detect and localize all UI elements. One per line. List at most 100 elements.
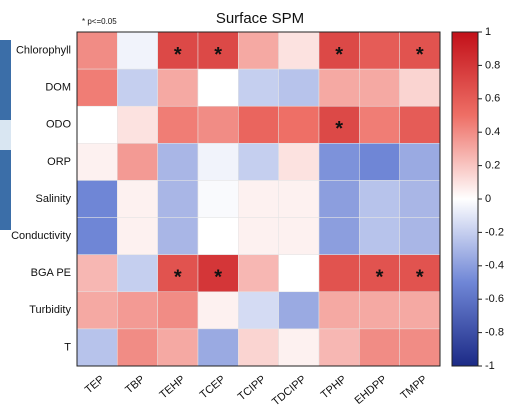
heatmap-cell <box>76 291 118 330</box>
heatmap-cell <box>359 254 400 293</box>
heatmap-cell <box>157 217 199 255</box>
heatmap-cell <box>76 143 118 181</box>
colorbar-tick-label: 1 <box>485 26 491 38</box>
heatmap-cell <box>399 217 441 255</box>
heatmap-cell <box>359 31 400 70</box>
heatmap-cell <box>278 254 320 293</box>
colorbar-tick-label: 0.4 <box>485 126 500 138</box>
heatmap-cell <box>359 328 400 367</box>
heatmap-cell <box>157 68 199 107</box>
heatmap-cell <box>117 217 158 255</box>
heatmap-cell <box>399 143 441 181</box>
heatmap-cell <box>359 180 400 218</box>
column-label: EHDPP <box>353 373 390 407</box>
row-label: DOM <box>45 82 71 94</box>
heatmap-cell <box>157 328 199 367</box>
colorbar-tick-label: 0.8 <box>485 59 500 71</box>
heatmap-cell <box>238 254 279 293</box>
heatmap-cell <box>278 68 320 107</box>
heatmap-cell <box>318 291 360 330</box>
heatmap-cell <box>359 68 400 107</box>
heatmap-cell <box>399 328 441 367</box>
heatmap-cell <box>197 291 239 330</box>
heatmap-cell <box>157 180 199 218</box>
heatmap-cell <box>197 180 239 218</box>
heatmap-cell <box>278 31 320 70</box>
heatmap-cell <box>278 180 320 218</box>
colorbar-tick-label: -0.8 <box>485 327 504 339</box>
heatmap-cell <box>399 254 441 293</box>
heatmap-cell <box>238 291 279 330</box>
heatmap-cell <box>76 180 118 218</box>
column-label: TBP <box>123 373 147 396</box>
heatmap-cell <box>76 31 118 70</box>
heatmap-cell <box>359 291 400 330</box>
row-label: BGA PE <box>31 267 71 279</box>
column-label: TCIPP <box>236 373 269 403</box>
heatmap-cell <box>238 328 279 367</box>
colorbar-tick-label: 0.2 <box>485 160 500 172</box>
row-label: ORP <box>47 156 71 168</box>
significance-marker: * <box>376 267 384 289</box>
heatmap-cell <box>318 217 360 255</box>
row-label: T <box>64 341 71 353</box>
chart-title: Surface SPM <box>216 10 304 27</box>
colorbar-tick-label: 0.6 <box>485 93 500 105</box>
heatmap-cell <box>157 143 199 181</box>
heatmap-cell <box>197 31 239 70</box>
colorbar-tick-label: -0.6 <box>485 293 504 305</box>
heatmap-cell <box>238 143 279 181</box>
row-label: Salinity <box>36 193 72 205</box>
significance-note: * p<=0.05 <box>82 17 117 26</box>
significance-marker: * <box>174 267 182 289</box>
heatmap-cell <box>318 254 360 293</box>
significance-marker: * <box>335 118 343 140</box>
heatmap-cell <box>157 105 199 144</box>
heatmap-cell <box>238 68 279 107</box>
heatmap-cell <box>76 254 118 293</box>
colorbar <box>451 31 479 367</box>
column-label: TEP <box>83 373 107 396</box>
heatmap-cell <box>399 68 441 107</box>
heatmap-cell <box>278 328 320 367</box>
heatmap-cell <box>197 105 239 144</box>
significance-marker: * <box>416 44 424 66</box>
heatmap-cell <box>117 180 158 218</box>
row-label: Turbidity <box>29 304 71 316</box>
heatmap-cell <box>197 217 239 255</box>
heatmap-cell <box>197 328 239 367</box>
heatmap-cell <box>76 105 118 144</box>
heatmap-cell <box>76 217 118 255</box>
heatmap-cell <box>399 105 441 144</box>
colorbar-tick-label: -0.2 <box>485 226 504 238</box>
heatmap-cell <box>76 68 118 107</box>
column-label: TMPP <box>399 373 430 402</box>
heatmap-cell <box>359 217 400 255</box>
column-label: TCEP <box>198 373 228 401</box>
heatmap-cell <box>117 254 158 293</box>
heatmap-cell <box>238 31 279 70</box>
heatmap-cell <box>117 31 158 70</box>
significance-marker: * <box>416 267 424 289</box>
heatmap-cell <box>399 180 441 218</box>
column-label: TDCIPP <box>270 373 309 408</box>
significance-marker: * <box>214 44 222 66</box>
heatmap-cell <box>359 105 400 144</box>
heatmap-cell <box>278 143 320 181</box>
colorbar-tick-label: -0.4 <box>485 260 504 272</box>
heatmap-cell <box>238 105 279 144</box>
heatmap-cell <box>318 180 360 218</box>
heatmap-cell <box>117 68 158 107</box>
row-label: Chlorophyll <box>16 44 71 56</box>
plot-border <box>76 31 441 367</box>
heatmap-cell <box>157 291 199 330</box>
heatmap-cell <box>76 328 118 367</box>
heatmap-cell <box>197 143 239 181</box>
colorbar-tick-label: -1 <box>485 360 495 372</box>
heatmap-cell <box>197 68 239 107</box>
heatmap-cell <box>278 291 320 330</box>
heatmap-cell <box>117 328 158 367</box>
heatmap-cell <box>318 143 360 181</box>
heatmap-cell <box>399 291 441 330</box>
